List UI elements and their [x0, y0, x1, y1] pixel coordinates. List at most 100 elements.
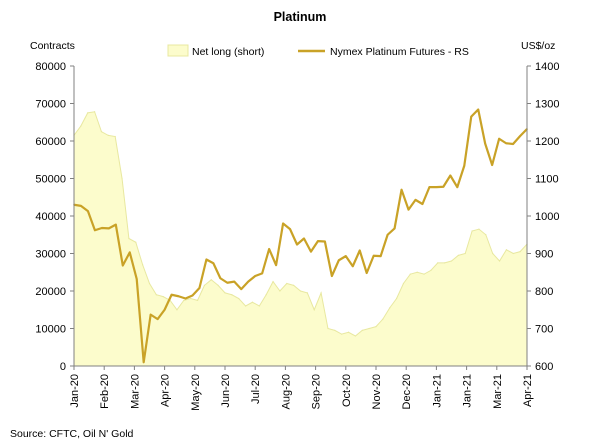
platinum-futures-point	[101, 227, 103, 229]
platinum-futures-point	[254, 275, 256, 277]
platinum-futures-point	[379, 255, 382, 257]
platinum-futures-point	[310, 250, 312, 253]
platinum-futures-point	[400, 188, 403, 191]
net-long-point	[176, 309, 178, 311]
left-tick-label: 0	[60, 361, 66, 373]
platinum-futures-line	[73, 108, 528, 364]
platinum-futures-point	[226, 281, 229, 284]
net-long-point	[471, 230, 473, 232]
net-long-point	[100, 131, 103, 133]
source-note: Source: CFTC, Oil N' Gold	[10, 428, 134, 440]
platinum-futures-point	[282, 222, 284, 225]
left-tick-label: 20000	[35, 286, 66, 298]
platinum-futures-point	[261, 272, 263, 275]
net-long-point	[183, 299, 185, 301]
platinum-futures-point	[449, 174, 452, 177]
platinum-futures-point	[184, 297, 187, 300]
net-long-point	[251, 301, 254, 303]
net-long-point	[224, 292, 226, 294]
right-tick-label: 1400	[535, 61, 559, 73]
net-long-point	[423, 273, 425, 275]
platinum-futures-point	[219, 277, 222, 280]
net-long-point	[299, 290, 302, 292]
platinum-futures-point	[240, 288, 243, 290]
net-long-point	[135, 241, 137, 243]
net-long-point	[430, 269, 432, 271]
net-long-point	[498, 260, 501, 262]
net-long-point	[512, 252, 514, 255]
platinum-futures-point	[365, 272, 368, 274]
x-tick-label: Dec-20	[401, 374, 413, 409]
net-long-point	[107, 134, 109, 136]
plot-area	[73, 108, 528, 367]
right-tick-label: 1300	[535, 99, 559, 111]
net-long-point	[93, 111, 96, 113]
platinum-futures-point	[351, 265, 354, 268]
net-long-point	[320, 292, 322, 294]
platinum-futures-point	[296, 243, 298, 246]
left-tick-label: 80000	[35, 61, 66, 73]
platinum-futures-point	[491, 164, 493, 166]
net-long-point	[114, 135, 116, 138]
net-long-point	[190, 297, 192, 300]
net-long-point	[196, 299, 199, 301]
net-long-point	[334, 329, 336, 331]
net-long-point	[272, 281, 274, 283]
legend-swatch-net-long	[167, 44, 189, 57]
net-long-point	[341, 333, 343, 335]
platinum-futures-point	[149, 313, 152, 316]
x-tick-label: Apr-21	[522, 374, 534, 407]
platinum-futures-point	[198, 287, 201, 289]
platinum-futures-point	[463, 164, 466, 167]
net-long-point	[128, 237, 130, 240]
net-long-point	[121, 177, 123, 180]
net-long-point	[231, 294, 233, 296]
platinum-futures-point	[324, 240, 326, 243]
platinum-futures-point	[275, 264, 277, 266]
platinum-futures-point	[233, 280, 236, 283]
platinum-futures-point	[205, 258, 208, 261]
platinum-futures-point	[442, 185, 445, 188]
net-long-point	[327, 327, 329, 330]
platinum-futures-point	[247, 280, 250, 283]
net-long-point	[382, 318, 384, 320]
platinum-futures-point	[170, 293, 173, 296]
platinum-futures-point	[303, 237, 305, 240]
x-tick-label: Feb-20	[99, 374, 111, 409]
platinum-futures-point	[115, 223, 117, 226]
x-tick-label: Oct-20	[341, 374, 353, 407]
net-long-point	[148, 282, 151, 285]
platinum-futures-point	[470, 115, 473, 118]
net-long-point	[485, 234, 487, 236]
right-tick-label: 700	[535, 324, 553, 336]
right-axis-label: US$/oz	[521, 40, 555, 52]
platinum-futures-point	[191, 294, 194, 297]
net-long-point	[375, 326, 377, 328]
platinum-futures-point	[512, 143, 514, 145]
platinum-futures-point	[108, 227, 110, 230]
net-long-area	[73, 111, 528, 367]
right-tick-label: 900	[535, 249, 553, 261]
net-long-point	[389, 307, 391, 309]
platinum-futures-point	[498, 137, 500, 140]
platinum-futures-point	[212, 262, 215, 265]
net-long-point	[155, 294, 157, 296]
net-long-point	[265, 294, 267, 296]
platinum-futures-point	[505, 142, 507, 145]
platinum-futures-point	[135, 278, 138, 280]
x-tick-label: May-20	[190, 374, 202, 411]
platinum-futures-point	[372, 254, 375, 257]
net-long-point	[162, 296, 164, 298]
net-long-point	[286, 282, 288, 285]
net-long-point	[347, 331, 350, 333]
x-tick-label: Jun-20	[220, 374, 232, 408]
left-tick-label: 30000	[35, 249, 66, 261]
net-long-point	[402, 282, 405, 285]
net-long-point	[505, 249, 508, 251]
net-long-point	[306, 292, 308, 294]
net-long-point	[293, 284, 295, 286]
platinum-futures-point	[177, 295, 180, 298]
net-long-point	[354, 335, 357, 337]
platinum-futures-point	[414, 199, 417, 201]
